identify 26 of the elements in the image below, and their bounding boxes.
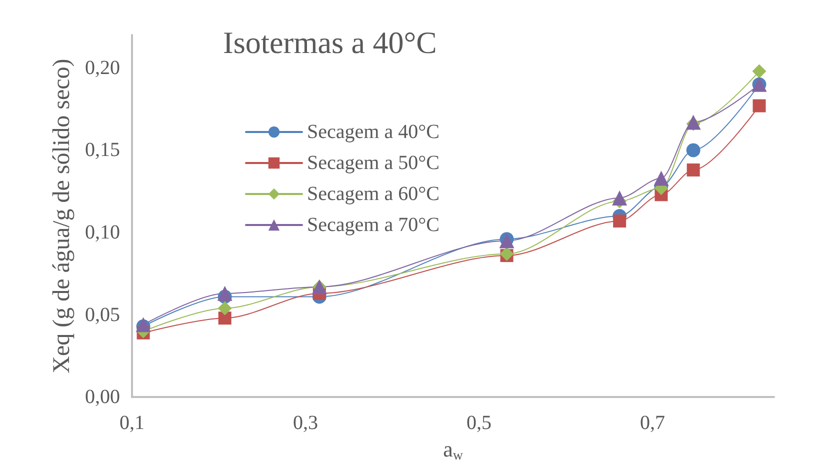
point [217,286,232,301]
point [612,190,628,206]
x-tick-label: 0,7 [640,412,666,434]
x-tick-label: 0,1 [120,412,144,434]
legend-label: Secagem a 40°C [307,121,440,143]
chart-title: Isotermas a 40°C [223,25,437,60]
point [218,312,232,325]
y-tick-label: 0,10 [85,222,120,244]
y-tick-label: 0,05 [85,304,120,326]
point [654,170,669,186]
point [686,143,700,158]
point [752,64,766,78]
x-tick-label: 0,5 [466,412,492,434]
y-axis-title: Xeq (g de água/g de sólido seco) [49,58,75,374]
point [218,301,232,316]
legend-label: Secagem a 50°C [307,152,440,174]
point [686,163,700,176]
x-tick-label: 0,3 [293,412,318,434]
y-tick-label: 0,15 [85,139,120,162]
y-tick-label: 0,00 [85,386,120,408]
point [752,99,766,112]
point [500,246,514,261]
legend-label: Secagem a 60°C [307,183,440,205]
legend-label: Secagem a 70°C [307,214,440,236]
point [613,214,626,228]
y-tick-label: 0,20 [85,56,120,79]
